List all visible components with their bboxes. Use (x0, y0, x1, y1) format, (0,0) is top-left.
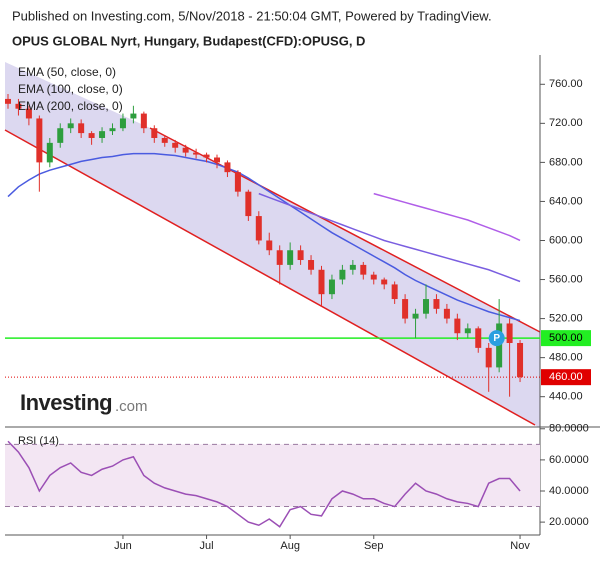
y-tick-label: 600.00 (549, 234, 583, 246)
candle-body (46, 142, 53, 163)
candle-body (224, 162, 231, 173)
candle-body (308, 260, 315, 270)
line-series (7, 440, 521, 528)
candle-body (119, 118, 126, 129)
x-tick-label: Nov (510, 540, 530, 552)
candle-body (130, 113, 137, 119)
candle-body (318, 269, 325, 295)
y-tick-label: 640.00 (549, 195, 583, 207)
y-tick-label: 520.00 (549, 312, 583, 324)
x-tick-label: Sep (364, 540, 384, 552)
y-tick-label: 40.0000 (549, 485, 589, 497)
candle-body (443, 308, 450, 319)
price-level-label: 500.00 (549, 332, 583, 344)
candle-body (475, 328, 482, 348)
legend-entry: EMA (50, close, 0) (18, 65, 116, 79)
y-tick-label: 80.0000 (549, 423, 589, 435)
price-level-box (541, 369, 591, 386)
candle-body (339, 269, 346, 280)
candle-body (109, 128, 116, 132)
candle-body (88, 133, 95, 138)
line-series (258, 192, 521, 283)
candle-body (485, 347, 492, 368)
y-tick-label: 440.00 (549, 391, 583, 403)
candle-body (402, 299, 409, 319)
legend-entry: EMA (100, close, 0) (18, 82, 123, 96)
y-tick-label: 60.0000 (549, 454, 589, 466)
candle-body (5, 98, 11, 104)
price-level-box (541, 330, 591, 347)
price-level-label: 460.00 (549, 371, 583, 383)
candle-body (423, 299, 429, 314)
candle-body (151, 128, 158, 138)
candle-body (349, 264, 356, 270)
plot-layer: 440.00 480.00 520.00 560.00 600.00 640.00 680.… (5, 65, 591, 552)
logo-suffix: .com (115, 398, 148, 415)
candle-body (57, 128, 64, 143)
marker (488, 330, 505, 347)
candle-body (517, 342, 524, 378)
candle-body (172, 142, 179, 148)
x-tick-label: Jun (114, 540, 132, 552)
candle-body (67, 123, 74, 129)
published: Published on Investing.com, 5/Nov/2018 -… (12, 8, 492, 23)
candle-body (391, 284, 398, 300)
y-tick-label: 480.00 (549, 352, 583, 364)
candle-body (203, 154, 210, 158)
candle-body (287, 250, 294, 265)
candle-body (464, 328, 471, 334)
legend-entry: EMA (200, close, 0) (18, 99, 123, 113)
candle-body (99, 131, 106, 138)
rsi-legend: RSI (14) (18, 435, 59, 447)
candle-body (381, 279, 388, 285)
y-tick-label: 760.00 (549, 78, 583, 90)
candle-body (78, 123, 85, 134)
candle-body (245, 191, 252, 217)
candle-body (506, 323, 513, 343)
logo: Investing (20, 390, 112, 415)
candle-body (360, 264, 367, 275)
y-tick-label: 680.00 (549, 156, 583, 168)
candle-body (276, 250, 283, 265)
candle-body (266, 240, 273, 251)
candle-body (161, 137, 168, 143)
y-tick-label: 560.00 (549, 273, 583, 285)
candle-body (15, 103, 22, 109)
candle-body (214, 157, 220, 163)
rsi-band (5, 444, 540, 507)
y-tick-label: 720.00 (549, 117, 583, 129)
channel-lower (4, 129, 536, 426)
candle-body (454, 318, 461, 334)
y-tick-label: 20.0000 (549, 516, 589, 528)
candle-body (412, 313, 419, 319)
candle-body (36, 118, 43, 163)
candle-body (370, 274, 377, 280)
candle-body (182, 147, 189, 153)
candle-body (328, 279, 335, 295)
line-series (7, 152, 521, 322)
candle-body (25, 108, 32, 119)
candle-body (193, 152, 200, 155)
candle-body (297, 250, 304, 261)
marker-label: P (493, 333, 500, 344)
x-tick-label: Aug (280, 540, 300, 552)
candle-body (234, 172, 241, 192)
line-series (373, 192, 521, 242)
candle-body (433, 299, 440, 309)
chart-title: OPUS GLOBAL Nyrt, Hungary, Budapest(CFD)… (12, 33, 365, 48)
x-tick-label: Jul (200, 540, 214, 552)
candle-body (255, 216, 262, 241)
candle-body (140, 113, 147, 129)
